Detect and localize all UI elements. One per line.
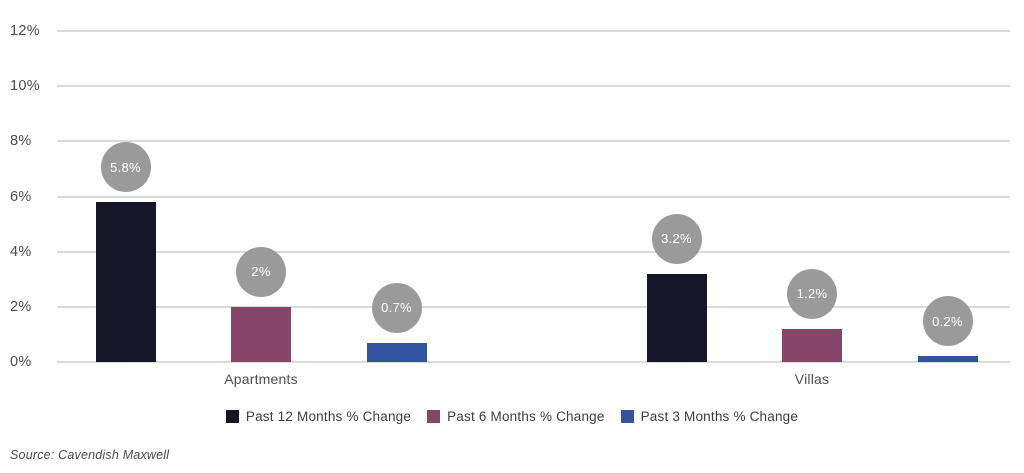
legend-item-past-6-months-change: Past 6 Months % Change xyxy=(427,409,605,424)
y-axis-tick-12: 12% xyxy=(10,23,40,39)
legend-swatch-past-6-months-change xyxy=(427,410,441,423)
bar-past-12-months-change-villas xyxy=(646,273,707,362)
x-axis-label-villas: Villas xyxy=(794,371,830,387)
gridline-2 xyxy=(57,305,1010,308)
legend-swatch-past-12-months-change xyxy=(225,410,239,423)
legend-label-past-6-months-change: Past 6 Months % Change xyxy=(447,409,605,424)
bar-past-6-months-change-apartments xyxy=(231,306,291,362)
gridline-6 xyxy=(57,195,1010,198)
data-label-bubble-past-12-months-change-villas: 3.2% xyxy=(651,213,702,264)
gridline-10 xyxy=(57,85,1010,88)
gridline-8 xyxy=(57,140,1010,143)
y-axis-tick-8: 8% xyxy=(10,133,32,150)
data-label-bubble-past-3-months-change-villas: 0.2% xyxy=(922,296,973,347)
legend-label-past-12-months-change: Past 12 Months % Change xyxy=(245,409,412,424)
data-label-bubble-past-6-months-change-apartments: 2% xyxy=(236,246,286,297)
y-axis-tick-0: 0% xyxy=(10,354,32,370)
legend-swatch-past-3-months-change xyxy=(620,410,634,423)
data-label-bubble-past-12-months-change-apartments: 5.8% xyxy=(100,142,151,193)
y-axis-tick-10: 10% xyxy=(10,78,40,95)
data-label-bubble-past-3-months-change-apartments: 0.7% xyxy=(371,282,422,333)
data-label-bubble-past-6-months-change-villas: 1.2% xyxy=(787,268,837,319)
gridline-0 xyxy=(57,361,1010,363)
bar-past-12-months-change-apartments xyxy=(95,202,156,362)
gridline-4 xyxy=(57,250,1010,253)
plot-area: 5.8% 2% 0.7% Apartments 3.2% 1.2% 0.2% Villas xyxy=(57,30,1010,387)
legend-item-past-12-months-change: Past 12 Months % Change xyxy=(225,409,412,424)
gridline-12 xyxy=(57,30,1010,32)
y-axis-tick-4: 4% xyxy=(10,243,32,260)
bar-past-3-months-change-apartments xyxy=(366,342,427,362)
legend-label-past-3-months-change: Past 3 Months % Change xyxy=(640,409,799,424)
bar-past-3-months-change-villas xyxy=(917,356,978,362)
y-axis-tick-6: 6% xyxy=(10,188,32,205)
source-note: Source: Cavendish Maxwell xyxy=(10,448,170,462)
legend: Past 12 Months % Change Past 6 Months % C… xyxy=(0,409,1024,424)
bar-past-6-months-change-villas xyxy=(782,328,842,362)
y-axis-tick-2: 2% xyxy=(10,298,32,315)
legend-item-past-3-months-change: Past 3 Months % Change xyxy=(620,409,799,424)
x-axis-label-apartments: Apartments xyxy=(224,371,298,387)
